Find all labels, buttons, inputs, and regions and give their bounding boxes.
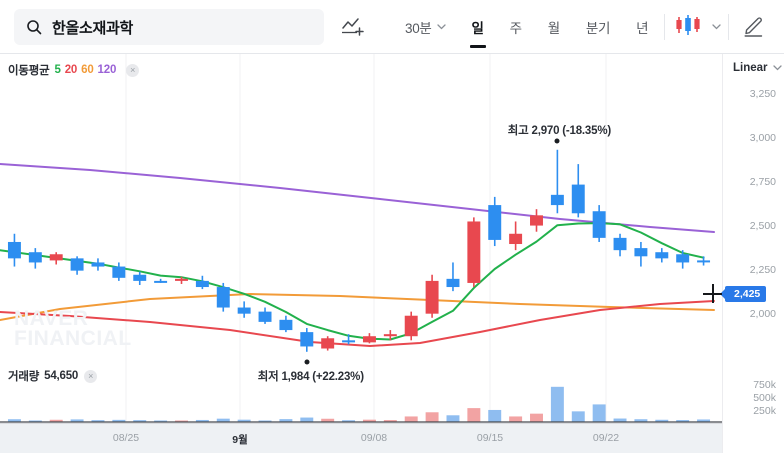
- y-tick-5: 2,000: [749, 308, 776, 320]
- ma-20-label: 20: [64, 64, 78, 76]
- volume-legend-close-icon[interactable]: ×: [84, 369, 98, 383]
- high-annotation: 최고 2,970 (-18.35%): [507, 124, 611, 137]
- x-tick-2: 09/08: [360, 432, 388, 444]
- chart-type-selector[interactable]: [673, 14, 721, 40]
- y-tick-3: 2,500: [749, 220, 776, 232]
- ma-60-label: 60: [81, 64, 94, 76]
- candlestick-icon: [673, 13, 707, 42]
- ma-legend-title: 이동평균: [8, 65, 50, 77]
- ma-120-label: 120: [97, 64, 117, 76]
- x-tick-0: 08/25: [112, 432, 140, 444]
- plot-area[interactable]: NAVER FINANCIAL 이동평균 5 20 60 120 × 거래량 5…: [0, 54, 722, 453]
- candlestick-canvas: [0, 54, 722, 423]
- chart-container: NAVER FINANCIAL 이동평균 5 20 60 120 × 거래량 5…: [0, 54, 784, 453]
- search-input[interactable]: 한올소재과학: [14, 9, 324, 45]
- x-axis: 08/25 9월 09/08 09/15 09/22: [0, 423, 722, 453]
- x-tick-4: 09/22: [592, 432, 620, 444]
- period-week-label: 주: [509, 21, 522, 36]
- period-month[interactable]: 월: [535, 0, 573, 54]
- y-tick-0: 3,250: [749, 88, 776, 100]
- toolbar-divider-1: [664, 14, 665, 40]
- chevron-down-icon: [712, 24, 721, 30]
- period-year-label: 년: [636, 21, 649, 36]
- ma-5-label: 5: [54, 64, 61, 76]
- chevron-down-icon: [772, 65, 782, 71]
- volume-tick-1: 500k: [753, 392, 776, 404]
- volume-legend: 거래량 54,650 ×: [8, 368, 98, 384]
- pencil-icon[interactable]: [741, 14, 767, 40]
- scale-type-label: Linear: [733, 62, 768, 74]
- moving-average-legend: 이동평균 5 20 60 120 ×: [8, 62, 140, 78]
- y-tick-2: 2,750: [749, 176, 776, 188]
- y-tick-1: 3,000: [749, 132, 776, 144]
- period-week[interactable]: 주: [497, 0, 535, 54]
- period-year[interactable]: 년: [623, 0, 661, 54]
- period-quarter[interactable]: 분기: [573, 0, 623, 54]
- crosshair-vertical: [712, 284, 714, 303]
- toolbar: 한올소재과학 30분 일 주 월: [0, 0, 784, 54]
- y-tick-4: 2,250: [749, 264, 776, 276]
- toolbar-divider-2: [728, 14, 729, 40]
- x-tick-1: 9월: [232, 434, 248, 446]
- period-day[interactable]: 일: [459, 0, 497, 54]
- low-annotation-dot: [304, 359, 310, 365]
- high-annotation-dot: [554, 138, 560, 144]
- low-annotation: 최저 1,984 (+22.23%): [257, 370, 364, 383]
- period-month-label: 월: [547, 21, 560, 36]
- volume-legend-title: 거래량: [8, 371, 40, 383]
- volume-legend-value: 54,650: [44, 370, 79, 382]
- search-value: 한올소재과학: [52, 19, 134, 37]
- volume-tick-0: 750k: [753, 379, 776, 391]
- price-axis: Linear 3,250 3,000 2,750 2,500 2,250 2,0…: [719, 54, 784, 453]
- x-tick-3: 09/15: [476, 432, 504, 444]
- search-icon: [26, 19, 42, 35]
- current-price-tag: 2,425: [719, 286, 767, 302]
- chevron-down-icon: [436, 24, 446, 30]
- add-chart-icon[interactable]: [340, 14, 366, 40]
- ma-legend-close-icon[interactable]: ×: [126, 63, 140, 77]
- period-quarter-label: 분기: [585, 21, 611, 36]
- period-intraday-label: 30분: [405, 21, 432, 36]
- period-intraday[interactable]: 30분: [392, 0, 459, 54]
- scale-type-selector[interactable]: Linear: [733, 62, 782, 74]
- period-day-label: 일: [471, 21, 484, 36]
- period-selector: 30분 일 주 월 분기 년: [392, 0, 661, 54]
- volume-tick-2: 250k: [753, 405, 776, 417]
